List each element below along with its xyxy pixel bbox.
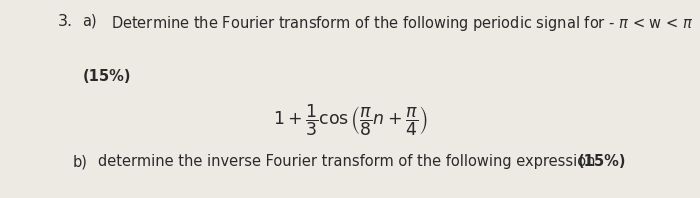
Text: 3.: 3. <box>57 14 73 29</box>
Text: $1 + \dfrac{1}{3}\cos\left(\dfrac{\pi}{8}n + \dfrac{\pi}{4}\right)$: $1 + \dfrac{1}{3}\cos\left(\dfrac{\pi}{8… <box>272 103 428 138</box>
Text: (15%): (15%) <box>578 154 626 169</box>
Text: determine the inverse Fourier transform of the following expression: determine the inverse Fourier transform … <box>98 154 600 169</box>
Text: b): b) <box>73 154 88 169</box>
Text: (15%): (15%) <box>83 69 131 84</box>
Text: Determine the Fourier transform of the following periodic signal for - $\pi$ < w: Determine the Fourier transform of the f… <box>111 14 693 33</box>
Text: a): a) <box>83 14 97 29</box>
